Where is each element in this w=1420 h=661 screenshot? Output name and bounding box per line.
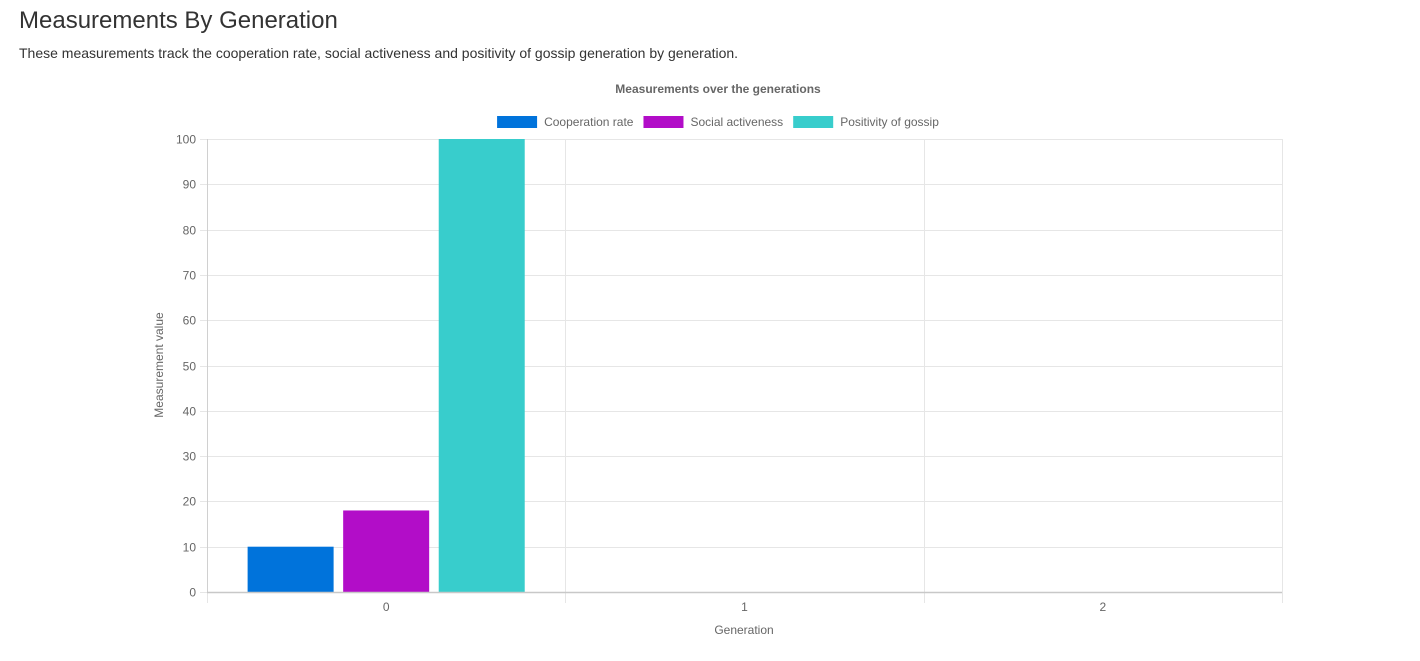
x-tick-label: 1 (741, 600, 748, 614)
legend-swatch-positivity-of-gossip[interactable] (793, 116, 834, 128)
bar-social-activeness (343, 510, 430, 592)
legend-swatch-social-activeness[interactable] (643, 116, 684, 128)
y-tick-label: 70 (183, 269, 197, 283)
bar-cooperation-rate (247, 546, 334, 592)
bar-positivity-of-gossip (438, 139, 525, 592)
chart-axes: 0 10 20 30 40 50 60 70 80 90 100 0 1 2 (176, 133, 1283, 614)
y-tick-label: 50 (183, 360, 197, 374)
legend-label-positivity-of-gossip[interactable]: Positivity of gossip (840, 115, 939, 129)
legend-label-cooperation-rate[interactable]: Cooperation rate (544, 115, 634, 129)
page-description: These measurements track the cooperation… (19, 45, 739, 61)
chart-grid (207, 139, 1283, 592)
x-tick-label: 0 (383, 600, 390, 614)
chart-bars (247, 139, 525, 592)
page-title: Measurements By Generation (19, 7, 338, 34)
legend-swatch-cooperation-rate[interactable] (497, 116, 538, 128)
y-tick-label: 0 (189, 586, 196, 600)
y-axis-title: Measurement value (152, 312, 166, 418)
chart-legend: Cooperation rate Social activeness Positiv… (497, 115, 939, 129)
y-tick-label: 80 (183, 224, 197, 238)
y-tick-label: 40 (183, 405, 197, 419)
y-tick-label: 20 (183, 495, 197, 509)
chart-title: Measurements over the generations (615, 82, 821, 96)
y-tick-label: 90 (183, 178, 197, 192)
x-tick-label: 2 (1099, 600, 1106, 614)
x-axis-title: Generation (714, 623, 773, 637)
y-tick-label: 10 (183, 541, 197, 555)
y-tick-label: 30 (183, 450, 197, 464)
y-tick-label: 60 (183, 314, 197, 328)
legend-label-social-activeness[interactable]: Social activeness (690, 115, 783, 129)
y-tick-label: 100 (176, 133, 196, 147)
